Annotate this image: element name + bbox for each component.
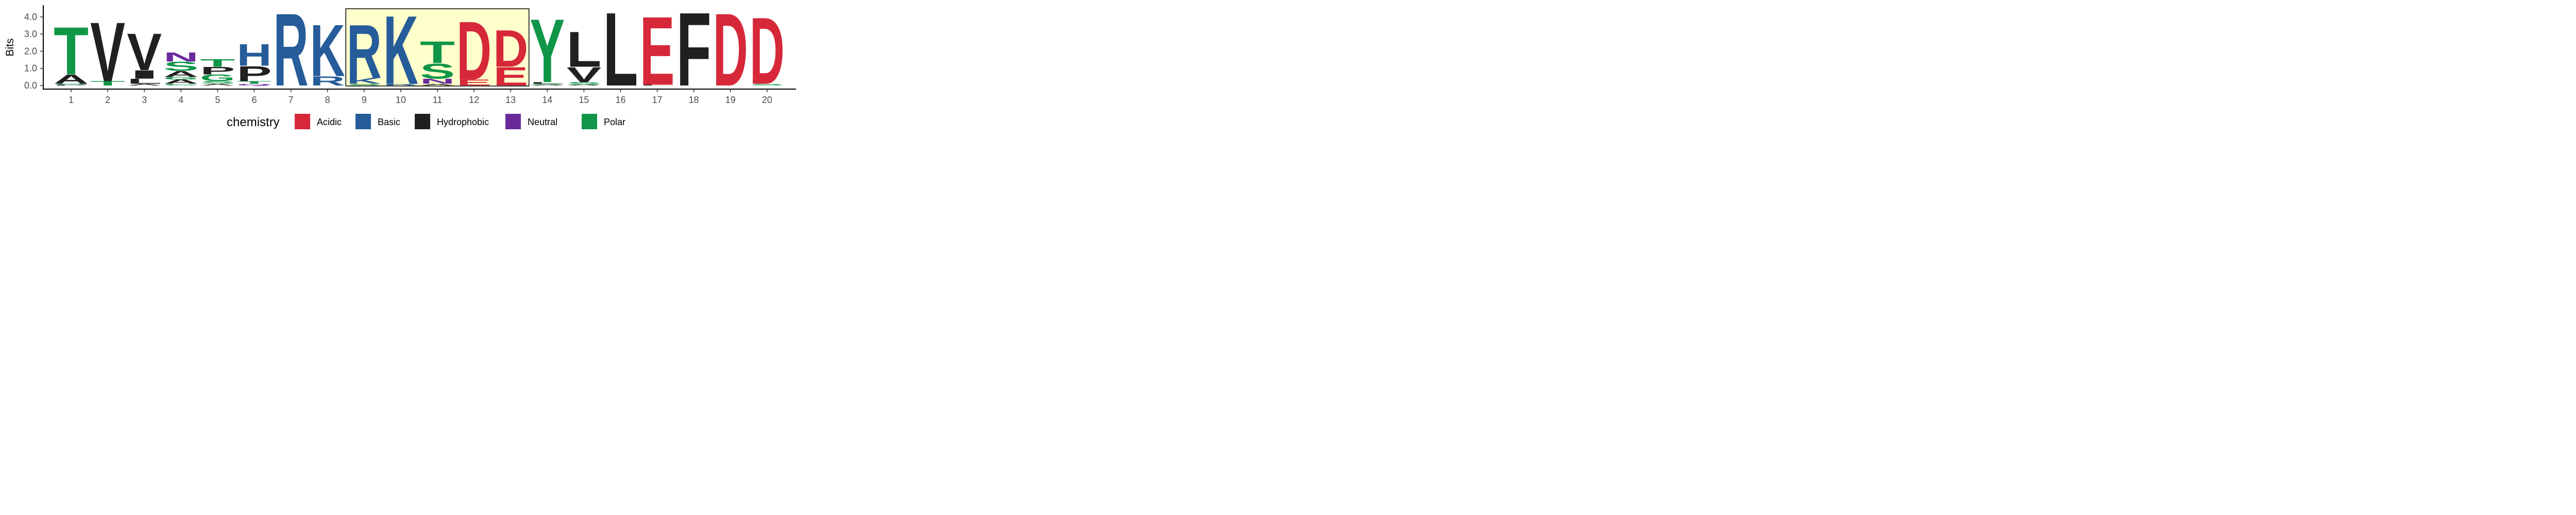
y-tick-label: 2.0 <box>24 46 37 56</box>
logo-letter-h: H <box>237 38 272 73</box>
x-tick-label: 18 <box>689 95 699 105</box>
logo-letter-y: Y <box>530 1 565 102</box>
logo-letter-t: T <box>200 57 235 69</box>
x-tick-label: 4 <box>178 95 183 105</box>
logo-letter-d: D <box>493 19 528 78</box>
x-tick-label: 12 <box>469 95 479 105</box>
x-tick-label: 11 <box>433 95 443 105</box>
legend-swatch-neutral <box>505 114 521 129</box>
x-tick-label: 15 <box>579 95 589 105</box>
logo-letter-k: K <box>310 9 345 92</box>
legend-label-neutral: Neutral <box>528 117 557 127</box>
legend-swatch-basic <box>355 114 371 129</box>
legend-title: chemistry <box>227 115 280 129</box>
logo-letter-v: V <box>90 5 125 99</box>
logo-letter-d: D <box>456 5 492 98</box>
x-tick-label: 14 <box>542 95 552 105</box>
logo-letter-t: T <box>420 35 455 70</box>
x-tick-label: 17 <box>652 95 663 105</box>
x-tick-label: 6 <box>251 95 257 105</box>
y-tick-label: 1.0 <box>24 63 37 74</box>
x-tick-label: 1 <box>69 95 74 105</box>
logo-letter-n: N <box>163 50 198 64</box>
logo-letter-v: V <box>127 23 162 81</box>
legend-swatch-hydrophobic <box>415 114 430 129</box>
y-tick-label: 0.0 <box>24 80 37 91</box>
x-tick-label: 20 <box>762 95 772 105</box>
x-tick-label: 9 <box>362 95 367 105</box>
logo-letter-r: R <box>347 10 382 95</box>
x-tick-label: 7 <box>289 95 294 105</box>
y-tick-label: 4.0 <box>24 12 37 22</box>
x-tick-label: 3 <box>142 95 147 105</box>
legend-label-acidic: Acidic <box>317 117 342 127</box>
x-tick-label: 13 <box>505 95 516 105</box>
legend-label-basic: Basic <box>378 117 400 127</box>
y-tick-label: 3.0 <box>24 29 37 39</box>
logo-letter-t: T <box>54 13 89 89</box>
legend-swatch-acidic <box>295 114 310 129</box>
x-tick-label: 8 <box>325 95 330 105</box>
x-tick-label: 10 <box>396 95 406 105</box>
legend-swatch-polar <box>582 114 597 129</box>
legend-label-hydrophobic: Hydrophobic <box>437 117 489 127</box>
logo-letter-l: L <box>566 22 601 78</box>
y-axis-label: Bits <box>4 38 16 56</box>
x-tick-label: 5 <box>215 95 220 105</box>
x-tick-label: 16 <box>615 95 625 105</box>
legend-label-polar: Polar <box>604 117 625 127</box>
x-tick-label: 19 <box>725 95 736 105</box>
x-tick-label: 2 <box>105 95 110 105</box>
